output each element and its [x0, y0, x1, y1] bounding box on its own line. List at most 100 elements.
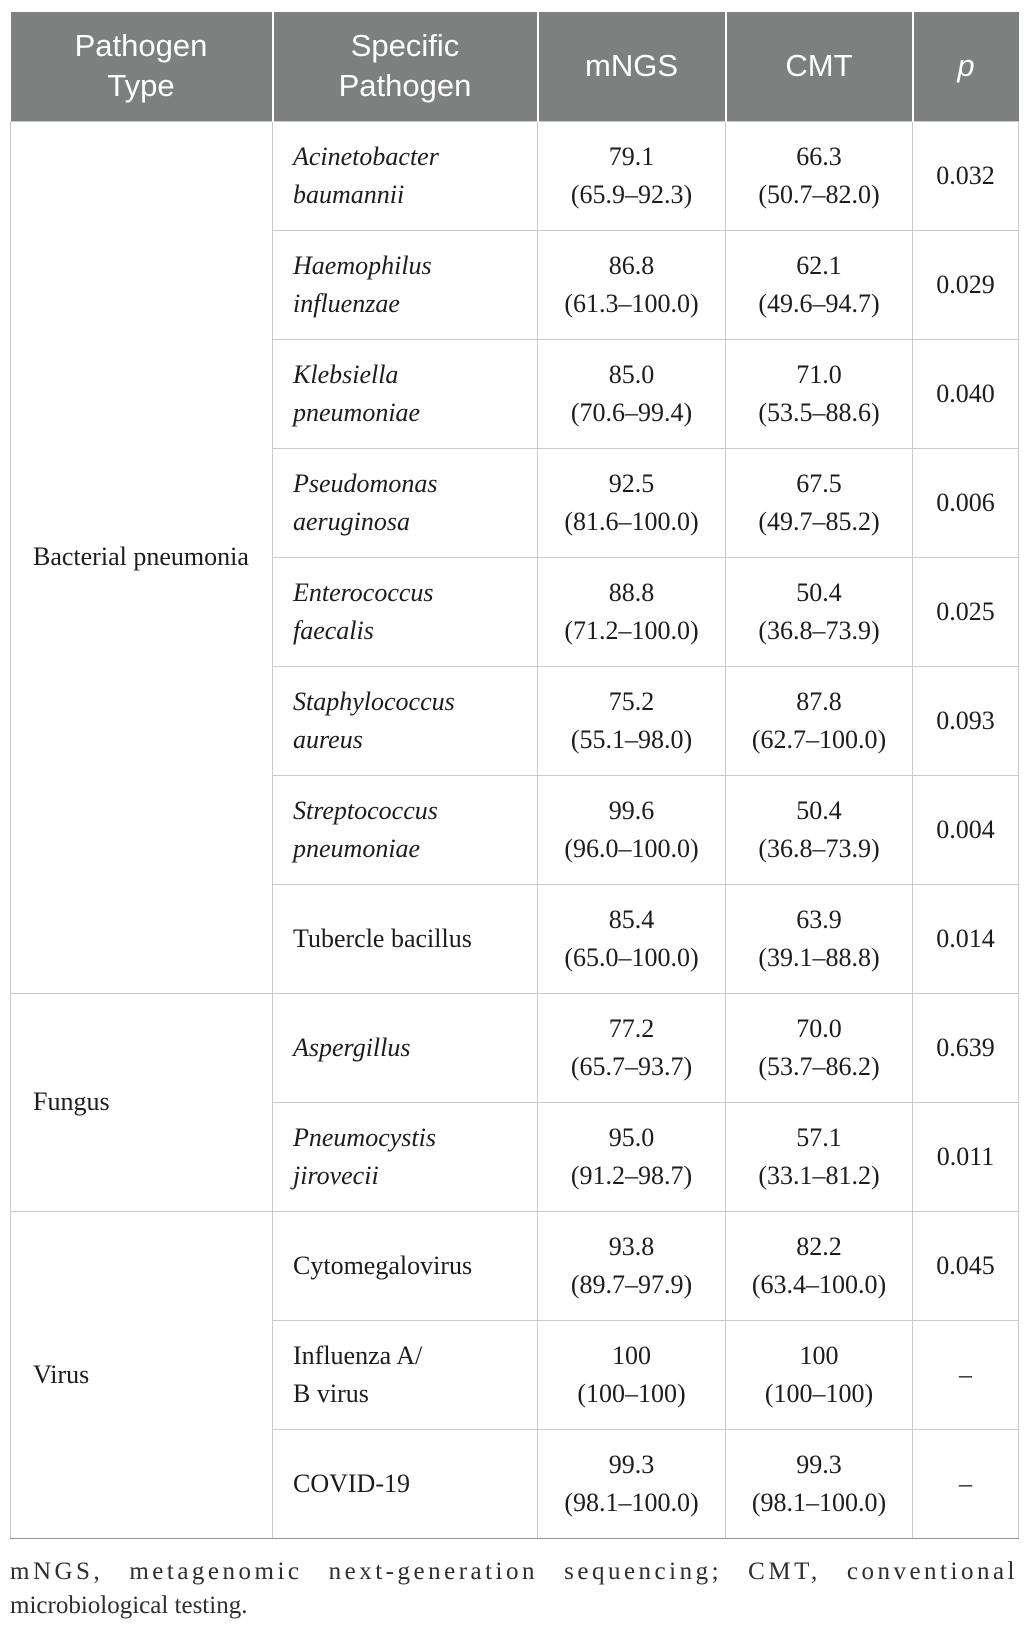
pathogen-name-cell: COVID-19	[272, 1428, 538, 1539]
cmt-ci: (63.4–100.0)	[751, 1269, 887, 1299]
pathogen-name-cell: Cytomegalovirus	[272, 1210, 538, 1321]
cmt-value-cell: 50.4 (36.8–73.9)	[725, 774, 913, 885]
mngs-ci: (81.6–100.0)	[564, 506, 699, 536]
table-row: Klebsiella pneumoniae 85.0 (70.6–99.4) 7…	[11, 338, 1019, 449]
cmt-value-cell: 57.1 (33.1–81.2)	[725, 1101, 913, 1212]
pathogen-name-cell: Staphylococcus aureus	[272, 665, 538, 776]
cmt-ci: (100–100)	[764, 1378, 874, 1408]
mngs-value: 86.8	[608, 250, 655, 280]
mngs-value-cell: 79.1 (65.9–92.3)	[537, 120, 726, 231]
cmt-value: 82.2	[796, 1231, 842, 1261]
pathogen-name-line: Tubercle bacillus	[293, 923, 472, 953]
mngs-value: 85.4	[608, 904, 655, 934]
mngs-ci: (65.0–100.0)	[564, 942, 699, 972]
mngs-value: 92.5	[608, 468, 655, 498]
cmt-value-cell: 63.9 (39.1–88.8)	[725, 883, 913, 994]
pathogen-name-cell: Klebsiella pneumoniae	[272, 338, 538, 449]
cmt-value: 67.5	[796, 468, 842, 498]
mngs-ci: (65.9–92.3)	[570, 179, 693, 209]
mngs-ci: (91.2–98.7)	[570, 1160, 693, 1190]
mngs-value: 79.1	[608, 141, 655, 171]
p-value: 0.011	[936, 1141, 995, 1171]
cmt-value-cell: 71.0 (53.5–88.6)	[725, 338, 913, 449]
table-row: Staphylococcus aureus 75.2 (55.1–98.0) 8…	[11, 665, 1019, 776]
cmt-value: 57.1	[796, 1122, 842, 1152]
pathogen-name-cell: Aspergillus	[272, 992, 538, 1103]
pathogen-name-line: pneumoniae	[293, 833, 421, 863]
table-row: Pseudomonas aeruginosa 92.5 (81.6–100.0)…	[11, 447, 1019, 558]
cmt-value-cell: 99.3 (98.1–100.0)	[725, 1428, 913, 1539]
mngs-ci: (70.6–99.4)	[570, 397, 693, 427]
cmt-value-cell: 70.0 (53.7–86.2)	[725, 992, 913, 1103]
cmt-ci: (49.7–85.2)	[758, 506, 880, 536]
group-cell-virus: Virus	[10, 1210, 273, 1539]
p-value-cell: 0.045	[912, 1210, 1019, 1321]
pathogen-name-cell: Tubercle bacillus	[272, 883, 538, 994]
cmt-value-cell: 82.2 (63.4–100.0)	[725, 1210, 913, 1321]
table-row: Tubercle bacillus 85.4 (65.0–100.0) 63.9…	[11, 883, 1019, 994]
table-row: Enterococcus faecalis 88.8 (71.2–100.0) …	[11, 556, 1019, 667]
cmt-ci: (50.7–82.0)	[758, 179, 880, 209]
p-value-cell: 0.639	[912, 992, 1019, 1103]
mngs-value-cell: 85.0 (70.6–99.4)	[537, 338, 726, 449]
pathogen-name-line: faecalis	[293, 615, 374, 645]
group-cell-fungus: Fungus	[10, 992, 273, 1212]
mngs-ci: (100–100)	[577, 1378, 686, 1408]
group-label: Virus	[33, 1359, 90, 1389]
cmt-value: 99.3	[796, 1449, 842, 1479]
mngs-ci: (96.0–100.0)	[564, 833, 699, 863]
pathogen-name-line: Cytomegalovirus	[293, 1250, 473, 1280]
cmt-value: 63.9	[796, 904, 842, 934]
pathogen-name-line: Aspergillus	[293, 1032, 411, 1062]
p-value-cell: 0.029	[912, 229, 1019, 340]
cmt-ci: (39.1–88.8)	[758, 942, 880, 972]
cmt-header: CMT	[724, 12, 913, 121]
pathogen-name-line: Staphylococcus	[293, 686, 455, 716]
pathogen-name-line: Enterococcus	[293, 577, 434, 607]
p-value-header: p	[911, 12, 1019, 121]
mngs-value: 85.0	[608, 359, 655, 389]
mngs-value: 100	[612, 1340, 651, 1370]
mngs-ci: (61.3–100.0)	[564, 288, 699, 318]
specific-pathogen-header: Specific Pathogen	[271, 12, 538, 121]
mngs-value: 93.8	[608, 1231, 655, 1261]
cmt-value: 50.4	[796, 577, 842, 607]
p-value: 0.093	[936, 705, 995, 735]
mngs-value-cell: 93.8 (89.7–97.9)	[537, 1210, 726, 1321]
pathogen-name-line: Influenza A/	[293, 1340, 423, 1370]
pathogen-name-line: baumannii	[293, 179, 405, 209]
pathogen-comparison-table: Pathogen Type Specific Pathogen mNGS CMT…	[10, 12, 1019, 1539]
p-value-cell: 0.032	[912, 120, 1019, 231]
p-value: 0.045	[936, 1250, 995, 1280]
mngs-ci: (65.7–93.7)	[570, 1051, 693, 1081]
cmt-ci: (36.8–73.9)	[758, 615, 880, 645]
pathogen-name-line: COVID-19	[293, 1468, 410, 1498]
pathogen-type-header-label: Pathogen Type	[74, 28, 208, 104]
cmt-value-cell: 50.4 (36.8–73.9)	[725, 556, 913, 667]
table-row: Haemophilus influenzae 86.8 (61.3–100.0)…	[11, 229, 1019, 340]
cmt-ci: (53.5–88.6)	[758, 397, 880, 427]
p-value: –	[959, 1468, 972, 1498]
pathogen-name-cell: Pneumocystis jirovecii	[272, 1101, 538, 1212]
cmt-value-cell: 87.8 (62.7–100.0)	[725, 665, 913, 776]
mngs-value-cell: 85.4 (65.0–100.0)	[537, 883, 726, 994]
p-value-cell: –	[912, 1428, 1019, 1539]
pathogen-name-line: B virus	[293, 1378, 369, 1408]
table-footnote: mNGS, metagenomic next-generation sequen…	[10, 1557, 1018, 1619]
mngs-ci: (71.2–100.0)	[564, 615, 699, 645]
p-value: 0.004	[936, 814, 995, 844]
pathogen-name-line: Klebsiella	[293, 359, 399, 389]
pathogen-name-line: aeruginosa	[293, 506, 410, 536]
mngs-value-cell: 92.5 (81.6–100.0)	[537, 447, 726, 558]
group-label: Fungus	[33, 1087, 110, 1116]
p-value-cell: 0.025	[912, 556, 1019, 667]
mngs-value: 88.8	[608, 577, 655, 607]
p-value-cell: 0.093	[912, 665, 1019, 776]
pathogen-name-cell: Enterococcus faecalis	[272, 556, 538, 667]
p-value: 0.025	[936, 596, 995, 626]
pathogen-name-line: Streptococcus	[293, 795, 438, 825]
mngs-header: mNGS	[536, 12, 726, 121]
p-value: –	[959, 1359, 972, 1389]
mngs-value: 99.6	[608, 795, 655, 825]
